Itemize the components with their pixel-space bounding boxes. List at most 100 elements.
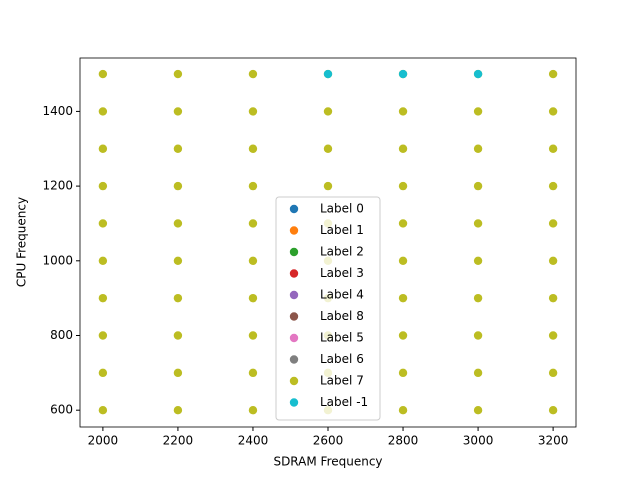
legend-marker — [289, 204, 299, 214]
point — [548, 256, 558, 266]
y-tick-label: 600 — [50, 403, 73, 417]
point — [173, 107, 183, 116]
legend-label: Label 0 — [320, 202, 364, 216]
point — [248, 256, 258, 266]
point — [173, 181, 183, 191]
point — [548, 181, 558, 191]
legend-label: Label 3 — [320, 266, 364, 280]
legend-label: Label 2 — [320, 245, 364, 259]
legend-marker — [289, 226, 299, 235]
x-tick-label: 2000 — [88, 434, 119, 448]
point — [98, 69, 108, 79]
point — [548, 331, 558, 340]
point — [473, 144, 483, 153]
legend-box — [275, 196, 381, 421]
point — [173, 405, 183, 415]
point — [398, 331, 408, 340]
point — [98, 107, 108, 116]
point — [398, 219, 408, 228]
legend-label: Label -1 — [320, 395, 368, 409]
point — [98, 331, 108, 340]
point — [248, 331, 258, 340]
point — [323, 144, 333, 153]
point — [473, 181, 483, 191]
legend-label: Label 4 — [320, 288, 364, 302]
point — [248, 293, 258, 303]
y-tick-label: 1200 — [42, 179, 73, 193]
plot-frame — [79, 57, 577, 428]
legend-label: Label 5 — [320, 331, 364, 345]
y-tick-label: 1400 — [42, 104, 73, 118]
point — [248, 69, 258, 79]
legend-label: Label 7 — [320, 374, 364, 388]
point — [398, 405, 408, 415]
point — [173, 256, 183, 266]
point — [398, 69, 408, 79]
legend-marker — [289, 269, 299, 278]
point — [548, 219, 558, 228]
point — [173, 69, 183, 79]
point — [173, 368, 183, 378]
point — [473, 405, 483, 415]
point — [98, 256, 108, 266]
point — [398, 107, 408, 116]
y-axis-label: CPU Frequency — [15, 197, 29, 287]
point — [98, 144, 108, 153]
x-tick-label: 2800 — [388, 434, 419, 448]
legend-label: Label 6 — [320, 352, 364, 366]
legend-label: Label 8 — [320, 309, 364, 323]
point — [473, 368, 483, 378]
point — [548, 144, 558, 153]
legend-marker — [289, 333, 299, 343]
x-tick-label: 2600 — [313, 434, 344, 448]
point — [323, 69, 333, 79]
point — [173, 331, 183, 340]
x-tick-label: 3200 — [538, 434, 569, 448]
point — [98, 181, 108, 191]
point — [473, 331, 483, 340]
legend-marker — [289, 355, 299, 364]
point — [398, 144, 408, 153]
y-tick-label: 1000 — [42, 253, 73, 267]
point — [323, 181, 333, 191]
point — [98, 293, 108, 303]
point — [248, 181, 258, 191]
point — [323, 107, 333, 116]
point — [98, 405, 108, 415]
point — [473, 69, 483, 79]
point — [98, 368, 108, 378]
y-tick-label: 800 — [50, 328, 73, 342]
legend-marker — [289, 376, 299, 386]
point — [173, 219, 183, 228]
point — [398, 293, 408, 303]
point — [473, 293, 483, 303]
point — [473, 107, 483, 116]
point — [548, 293, 558, 303]
legend-label: Label 1 — [320, 223, 364, 237]
legend-marker — [289, 312, 299, 321]
point — [473, 256, 483, 266]
point — [173, 144, 183, 153]
point — [173, 293, 183, 303]
point — [248, 219, 258, 228]
point — [398, 256, 408, 266]
point — [473, 219, 483, 228]
point — [548, 107, 558, 116]
point — [548, 368, 558, 378]
point — [248, 107, 258, 116]
point — [248, 405, 258, 415]
point — [248, 144, 258, 153]
legend-marker — [289, 247, 299, 257]
point — [98, 219, 108, 228]
point — [398, 368, 408, 378]
legend-marker — [289, 290, 299, 300]
x-tick-label: 3000 — [463, 434, 494, 448]
x-tick-label: 2400 — [238, 434, 269, 448]
legend-marker — [289, 398, 299, 407]
x-axis-label: SDRAM Frequency — [273, 455, 382, 469]
x-tick-label: 2200 — [163, 434, 194, 448]
point — [548, 69, 558, 79]
point — [248, 368, 258, 378]
point — [548, 405, 558, 415]
